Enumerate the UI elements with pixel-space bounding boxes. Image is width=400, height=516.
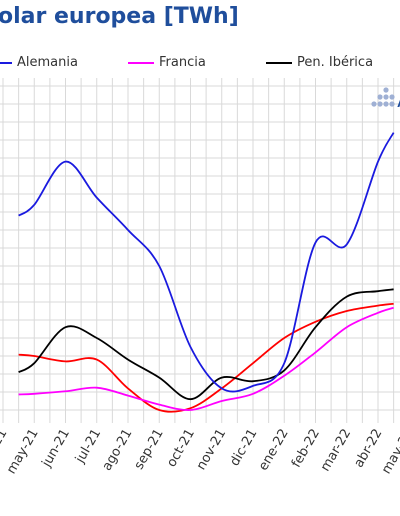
legend-swatch-alemania: [0, 61, 12, 64]
legend-item-alemania: Alemania: [0, 55, 78, 70]
legend-swatch-pen-iberica: [266, 61, 292, 64]
legend-label-alemania: Alemania: [17, 55, 78, 70]
x-tick-label: mar-22: [318, 427, 354, 475]
x-tick-label: jun-21: [39, 427, 73, 471]
chart-title: olar europea [TWh]: [0, 4, 239, 29]
legend-swatch-francia: [128, 61, 154, 64]
dot-triangle-logo-icon: A: [371, 87, 400, 110]
svg-text:A: A: [397, 94, 400, 110]
x-tick-label: feb-22: [289, 427, 323, 471]
x-tick-label: abr-22: [351, 427, 385, 471]
x-tick-label: dic-21: [227, 427, 260, 469]
legend-item-francia: Francia: [128, 55, 206, 70]
legend: Alemania Francia Pen. Ibérica: [0, 55, 400, 73]
x-tick-label: oct-21: [164, 427, 198, 470]
series-line-alemania: [18, 132, 395, 393]
series-line-francia: [18, 306, 394, 411]
chart-grid: [0, 78, 400, 423]
legend-label-francia: Francia: [159, 55, 206, 70]
legend-label-pen-iberica: Pen. Ibérica: [297, 55, 374, 70]
chart-lines: [18, 132, 395, 413]
x-tick-label: nov-21: [194, 427, 229, 473]
x-tick-label: jul-21: [72, 427, 104, 467]
series-line-red: [18, 302, 394, 413]
series-line-pen-ib-rica: [18, 288, 394, 401]
x-tick-label: ago-21: [100, 427, 136, 474]
x-tick-label: ene-22: [256, 427, 292, 474]
x-tick-label: sep-21: [132, 427, 167, 473]
legend-item-pen-iberica: Pen. Ibérica: [266, 55, 373, 70]
